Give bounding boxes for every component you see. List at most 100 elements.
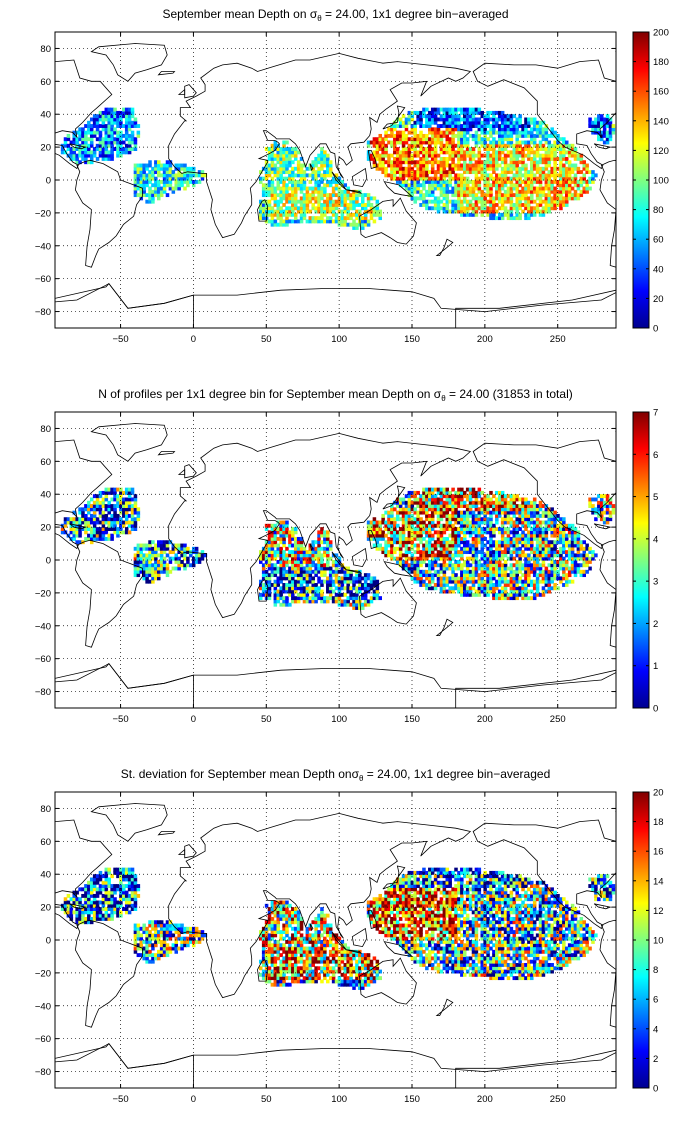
data-cell <box>486 507 490 512</box>
data-cell <box>116 494 120 499</box>
data-cell <box>133 147 138 151</box>
data-cell <box>465 193 470 198</box>
data-cell <box>89 504 94 508</box>
data-cell <box>317 546 321 551</box>
data-cell <box>127 490 132 495</box>
data-cell <box>69 153 74 158</box>
data-cell <box>477 110 482 115</box>
data-cell <box>448 117 452 122</box>
data-cell <box>477 153 482 158</box>
data-cell <box>299 163 304 168</box>
data-cell <box>422 199 426 204</box>
data-cell <box>267 566 272 571</box>
data-cell <box>535 124 540 128</box>
data-cell <box>524 189 528 194</box>
data-cell <box>521 203 525 207</box>
data-cell <box>343 196 348 201</box>
data-cell <box>328 166 333 171</box>
panel-title: N of profiles per 1x1 degree bin for Sep… <box>98 387 572 403</box>
data-cell <box>145 183 149 188</box>
data-cell <box>535 186 540 191</box>
data-cell <box>340 180 345 184</box>
data-cell <box>183 176 187 181</box>
data-cell <box>177 546 181 551</box>
data-cell <box>296 173 301 178</box>
data-cell <box>416 513 420 518</box>
data-cell <box>445 583 450 587</box>
data-cell <box>451 117 455 122</box>
data-cell <box>497 560 502 564</box>
data-cell <box>463 573 467 578</box>
data-cell <box>194 553 199 558</box>
data-cell <box>451 573 455 578</box>
data-cell <box>454 180 458 184</box>
y-tick-label: 0 <box>46 176 51 187</box>
data-cell <box>454 189 458 194</box>
data-cell <box>599 133 604 138</box>
data-cell <box>358 579 362 584</box>
data-cell <box>407 556 412 561</box>
data-cell <box>430 497 435 502</box>
data-cell <box>425 523 429 528</box>
data-cell <box>372 150 377 155</box>
data-cell <box>457 127 461 132</box>
data-cell <box>419 536 423 541</box>
data-cell <box>430 117 435 122</box>
data-cell <box>442 166 447 171</box>
data-cell <box>547 140 552 145</box>
data-cell <box>486 523 490 528</box>
data-cell <box>75 160 79 165</box>
data-cell <box>375 530 380 535</box>
data-cell <box>337 196 342 201</box>
data-cell <box>428 160 432 165</box>
data-cell <box>282 147 286 151</box>
data-cell <box>422 156 426 161</box>
data-cell <box>492 504 496 508</box>
data-cell <box>101 536 106 541</box>
data-cell <box>477 589 482 594</box>
data-cell <box>477 124 482 128</box>
data-cell <box>139 543 144 548</box>
data-cell <box>576 166 581 171</box>
data-cell <box>407 183 412 188</box>
data-cell <box>384 133 388 138</box>
data-cell <box>328 573 333 578</box>
data-cell <box>84 156 88 161</box>
data-cell <box>544 180 549 184</box>
data-cell <box>451 536 455 541</box>
data-cell <box>401 130 406 135</box>
data-cell <box>532 133 537 138</box>
data-cell <box>404 180 409 184</box>
colorbar-tick-label: 180 <box>653 57 669 68</box>
data-cell <box>151 579 155 584</box>
data-cell <box>355 606 359 610</box>
data-cell <box>407 110 412 115</box>
data-cell <box>515 130 519 135</box>
data-cell <box>445 189 450 194</box>
data-cell <box>492 176 496 181</box>
data-cell <box>69 536 74 541</box>
data-cell <box>334 183 339 188</box>
data-cell <box>346 222 350 227</box>
data-cell <box>465 137 470 142</box>
data-cell <box>570 166 575 171</box>
data-cell <box>340 209 345 214</box>
data-cell <box>483 513 487 518</box>
data-cell <box>398 150 403 155</box>
data-cell <box>457 189 461 194</box>
data-cell <box>445 543 450 548</box>
data-cell <box>299 566 304 571</box>
data-cell <box>358 212 362 217</box>
data-cell <box>273 196 278 201</box>
data-cell <box>448 130 452 135</box>
data-cell <box>395 170 400 175</box>
data-cell <box>515 150 519 155</box>
data-cell <box>544 153 549 158</box>
data-cell <box>474 589 479 594</box>
data-cell <box>512 546 517 551</box>
data-cell <box>413 183 417 188</box>
data-cell <box>148 550 152 555</box>
data-cell <box>489 133 493 138</box>
data-cell <box>506 196 511 201</box>
data-cell <box>422 543 426 548</box>
